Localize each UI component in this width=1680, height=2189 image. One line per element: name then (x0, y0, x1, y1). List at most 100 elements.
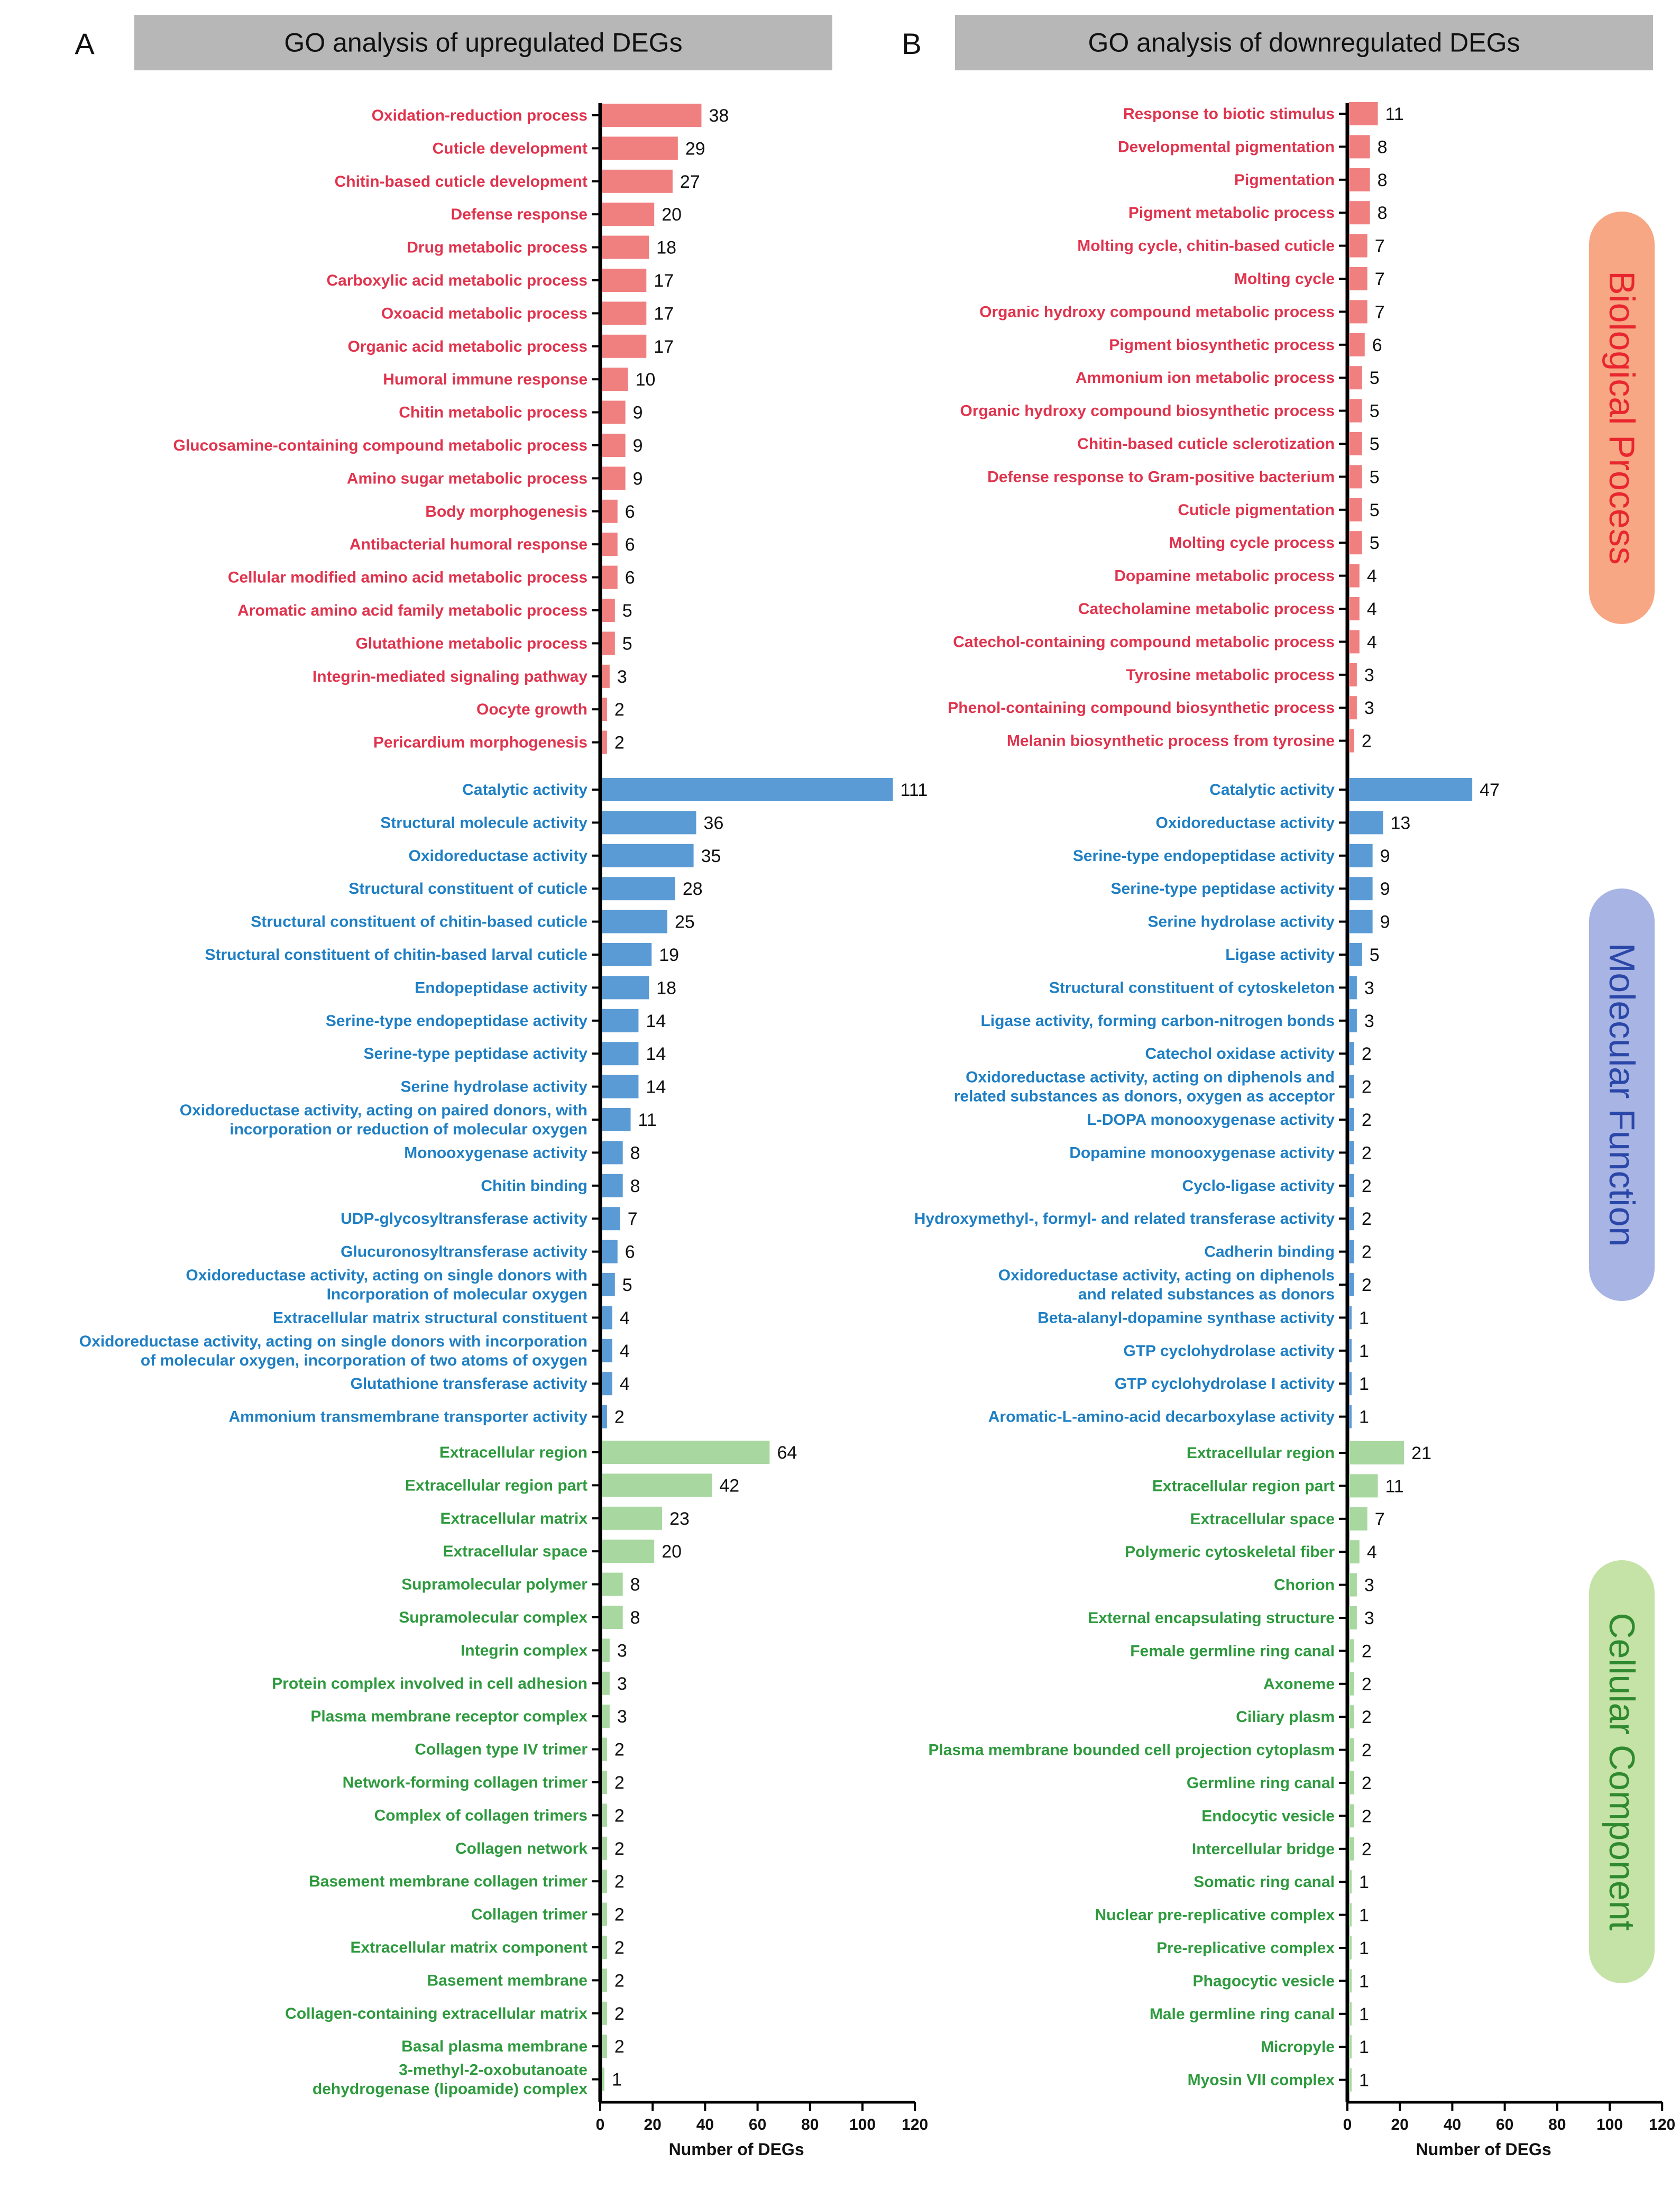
panel-b-biological-process-10-value: 5 (1370, 401, 1380, 422)
panel-a-biological-process-6-label: Carboxylic acid metabolic process (326, 272, 587, 289)
panel-b-cellular-component-15-value: 1 (1359, 1906, 1369, 1926)
panel-b-molecular-function-14-bar (1349, 1207, 1354, 1231)
panel-b-biological-process-11-label: Chitin-based cuticle sclerotization (1077, 435, 1335, 453)
panel-b-biological-process-19-label: Phenol-containing compound biosynthetic … (948, 699, 1335, 717)
panel-a-cellular-component-1-label: Extracellular region (439, 1444, 587, 1461)
panel-a-cellular-component-13-value: 2 (614, 1839, 625, 1859)
panel-a-biological-process-13-value: 6 (625, 502, 635, 522)
panel-b-molecular-function-17-bar (1349, 1306, 1352, 1330)
panel-b-biological-process-13-value: 5 (1370, 500, 1380, 520)
panel-a-molecular-function-13-bar (602, 1174, 623, 1197)
panel-b-biological-process-9-bar (1349, 366, 1362, 390)
panel-a-molecular-function-9-bar (602, 1042, 639, 1066)
panel-a-biological-process-19-label: Oocyte growth (476, 701, 587, 718)
panel-a-xlabel: Number of DEGs (669, 2140, 804, 2159)
panel-b-cellular-component-19-bar (1349, 2035, 1352, 2059)
panel-a-biological-process-5-value: 18 (656, 238, 676, 258)
panel-a-molecular-function-7-label: Endopeptidase activity (415, 979, 587, 996)
panel-b-biological-process-14-bar (1349, 531, 1362, 555)
panel-a-cellular-component-6-label: Supramolecular complex (399, 1609, 587, 1626)
panel-a-cellular-component-4-label: Extracellular space (443, 1543, 587, 1560)
panel-b-cellular-component-11-label: Germline ring canal (1187, 1774, 1335, 1792)
panel-a-biological-process-20-bar (602, 730, 607, 754)
panel-a-molecular-function-14-label: UDP-glycosyltransferase activity (341, 1210, 587, 1228)
panel-a-cellular-component-2-bar (602, 1473, 712, 1497)
panel-b-xtick-label-40: 40 (1444, 2116, 1461, 2133)
panel-a-cellular-component-15-value: 2 (614, 1905, 625, 1925)
panel-b-cellular-component-17-bar (1349, 1969, 1352, 1993)
panel-a-cellular-component-9-value: 3 (617, 1707, 627, 1727)
panel-a-biological-process-12-value: 9 (633, 469, 643, 489)
panel-b-cellular-component-10-bar (1349, 1738, 1354, 1762)
panel-b-biological-process-12-bar (1349, 465, 1362, 489)
panel-b-biological-process-14-label: Molting cycle process (1169, 534, 1335, 552)
panel-a-molecular-function-5-value: 25 (675, 912, 695, 932)
panel-b-xtick-label-0: 0 (1343, 2116, 1352, 2133)
panel-b-biological-process-12-value: 5 (1370, 467, 1380, 487)
panel-b-cellular-component-14-bar (1349, 1870, 1352, 1894)
panel-a-biological-process-5-bar (602, 235, 649, 259)
panel-b-cellular-component-16-value: 1 (1359, 1938, 1369, 1958)
panel-b-molecular-function-19-bar (1349, 1372, 1352, 1396)
panel-a-cellular-component-6-bar (602, 1606, 623, 1629)
panel-b-biological-process-11-value: 5 (1370, 434, 1380, 454)
panel-a-cellular-component-7-value: 3 (617, 1641, 627, 1661)
panel-b-cellular-component-20-value: 1 (1359, 2071, 1369, 2091)
panel-a-molecular-function-1-label: Catalytic activity (462, 781, 587, 799)
panel-b-cellular-component-7-bar (1349, 1639, 1354, 1663)
panel-a-cellular-component-8-label: Protein complex involved in cell adhesio… (272, 1675, 587, 1692)
panel-a-biological-process-10-value: 9 (633, 403, 643, 423)
panel-b-biological-process-3-value: 8 (1378, 170, 1388, 190)
panel-a-biological-process-20-label: Pericardium morphogenesis (373, 734, 587, 752)
panel-a-molecular-function-19-label: Glutathione transferase activity (351, 1375, 588, 1393)
panel-b-biological-process-13-bar (1349, 498, 1362, 521)
panel-b-biological-process-20-bar (1349, 729, 1354, 753)
panel-a-molecular-function-2-value: 36 (704, 813, 724, 833)
panel-a-molecular-function-5-bar (602, 910, 667, 933)
panel-b-molecular-function-15-label: Cadherin binding (1204, 1243, 1335, 1261)
panel-a-biological-process-14-value: 6 (625, 535, 635, 555)
panel-a-biological-process-8-value: 17 (654, 337, 674, 357)
panel-b-molecular-function-3-label: Serine-type endopeptidase activity (1073, 847, 1335, 865)
panel-a-cellular-component-9-bar (602, 1705, 610, 1728)
panel-a-molecular-function-6-bar (602, 943, 652, 966)
panel-a-molecular-function-7-value: 18 (656, 978, 676, 998)
panel-a-biological-process-10-bar (602, 400, 626, 424)
panel-a-molecular-function-9-label: Serine-type peptidase activity (364, 1045, 588, 1063)
panel-a-molecular-function-16-bar (602, 1273, 615, 1296)
panel-b-biological-process-16-value: 4 (1367, 599, 1377, 619)
panel-a-cellular-component-11-bar (602, 1771, 607, 1794)
panel-a-xtick-label-100: 100 (849, 2116, 876, 2133)
panel-b-molecular-function-2-label: Oxidoreductase activity (1156, 814, 1335, 831)
panel-b-cellular-component-20-label: Myosin VII complex (1188, 2072, 1335, 2089)
panel-a-cellular-component-20-label: 3-methyl-2-oxobutanoate dehydrogenase (li… (313, 2062, 587, 2098)
panel-b-cellular-component-1-bar (1349, 1441, 1404, 1464)
panel-b-cellular-component-7-label: Female germline ring canal (1130, 1642, 1335, 1660)
panel-b-molecular-function-20-bar (1349, 1405, 1352, 1428)
panel-a-cellular-component-17-bar (602, 1968, 607, 1992)
panel-b-cellular-component-2-bar (1349, 1474, 1378, 1498)
panel-a-molecular-function-2-bar (602, 811, 696, 835)
panel-b-biological-process-13-label: Cuticle pigmentation (1178, 501, 1335, 519)
panel-b-biological-process-8-bar (1349, 333, 1365, 356)
panel-b-biological-process-16-label: Catecholamine metabolic process (1078, 600, 1335, 618)
panel-b-molecular-function-5-label: Serine hydrolase activity (1148, 913, 1335, 931)
panel-b-biological-process-20-value: 2 (1362, 731, 1372, 752)
panel-b-biological-process-4-label: Pigment metabolic process (1128, 204, 1335, 222)
panel-b-cellular-component-16-bar (1349, 1936, 1352, 1959)
panel-a-xtick-label-40: 40 (696, 2116, 714, 2133)
panel-a-cellular-component-16-value: 2 (614, 1938, 625, 1958)
panel-b-biological-process-6-value: 7 (1375, 269, 1385, 289)
panel-a-molecular-function-19-value: 4 (620, 1374, 630, 1394)
panel-b-cellular-component-1-label: Extracellular region (1187, 1444, 1335, 1462)
panel-a-cellular-component-10-bar (602, 1737, 607, 1761)
panel-a-biological-process-2-bar (602, 136, 678, 160)
panel-a-cellular-component-17-value: 2 (614, 1971, 625, 1991)
panel-b-cellular-component-6-bar (1349, 1606, 1357, 1629)
panel-b-letter: B (902, 27, 921, 60)
panel-b-cellular-component-19-label: Micropyle (1261, 2038, 1335, 2056)
panel-b-cellular-component-15-bar (1349, 1903, 1352, 1927)
panel-a-biological-process-12-label: Amino sugar metabolic process (347, 470, 587, 487)
panel-a-molecular-function-4-bar (602, 877, 675, 901)
panel-b-cellular-component-4-label: Polymeric cytoskeletal fiber (1125, 1543, 1335, 1561)
